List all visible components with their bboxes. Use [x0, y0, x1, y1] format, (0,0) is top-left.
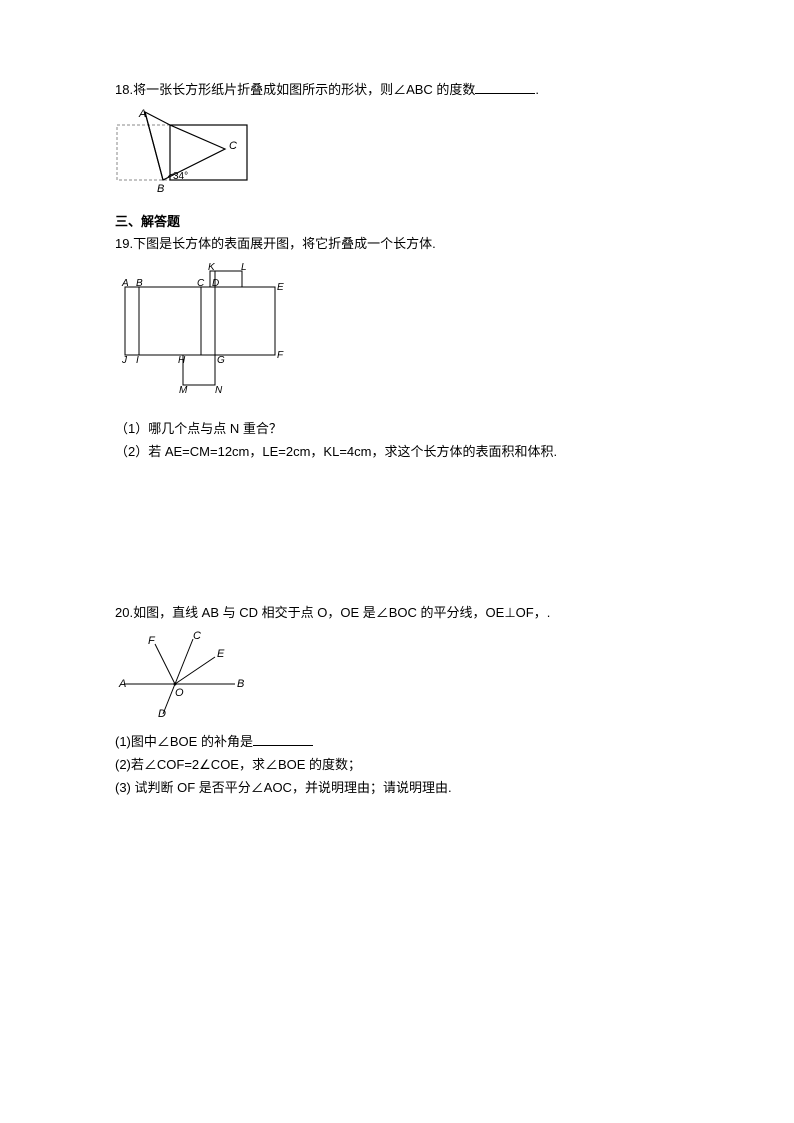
- q20-sub3: (3) 试判断 OF 是否平分∠AOC，并说明理由；请说明理由.: [115, 778, 679, 799]
- svg-text:I: I: [136, 355, 139, 366]
- q18-suffix: .: [535, 82, 539, 97]
- fig18-label-a: A: [138, 108, 146, 120]
- q19-sub2: （2）若 AE=CM=12cm，LE=2cm，KL=4cm，求这个长方体的表面积…: [115, 442, 679, 463]
- svg-text:A: A: [118, 678, 126, 690]
- q20-sub1-blank: [253, 733, 313, 746]
- q19-text: 19.下图是长方体的表面展开图，将它折叠成一个长方体.: [115, 234, 679, 255]
- svg-text:J: J: [121, 355, 128, 366]
- svg-text:E: E: [277, 282, 284, 293]
- svg-text:E: E: [217, 648, 225, 660]
- svg-text:A: A: [121, 278, 129, 289]
- figure-20: A B C D E F O: [115, 629, 679, 726]
- figure-18: A B C 34°: [115, 107, 679, 204]
- figure-19: K L A B C D E J I H G F M N: [115, 261, 679, 413]
- svg-text:M: M: [179, 385, 188, 396]
- svg-text:D: D: [158, 708, 166, 719]
- svg-text:O: O: [175, 687, 184, 699]
- svg-text:H: H: [178, 355, 186, 366]
- q18-content: 18.将一张长方形纸片折叠成如图所示的形状，则∠ABC 的度数: [115, 82, 475, 97]
- svg-text:B: B: [237, 678, 244, 690]
- q20-sub1: (1)图中∠BOE 的补角是: [115, 732, 679, 753]
- q18-blank: [475, 81, 535, 94]
- q20-sub1-text: (1)图中∠BOE 的补角是: [115, 734, 253, 749]
- q20-text: 20.如图，直线 AB 与 CD 相交于点 O，OE 是∠BOC 的平分线，OE…: [115, 603, 679, 624]
- svg-text:D: D: [212, 278, 219, 289]
- q19-sub1: （1）哪几个点与点 N 重合？: [115, 419, 679, 440]
- q20-sub2: (2)若∠COF=2∠COE，求∠BOE 的度数；: [115, 755, 679, 776]
- svg-text:C: C: [197, 278, 205, 289]
- fig18-angle-label: 34°: [173, 171, 188, 182]
- section-3-header: 三、解答题: [115, 212, 679, 233]
- svg-text:L: L: [241, 262, 247, 273]
- svg-text:F: F: [277, 350, 284, 361]
- fig18-label-c: C: [229, 140, 237, 152]
- fig18-label-b: B: [157, 183, 164, 195]
- svg-text:N: N: [215, 385, 223, 396]
- spacer: [115, 463, 679, 603]
- svg-text:C: C: [193, 630, 201, 642]
- svg-text:B: B: [136, 278, 143, 289]
- svg-text:F: F: [148, 635, 156, 647]
- svg-text:G: G: [217, 355, 225, 366]
- q18-text: 18.将一张长方形纸片折叠成如图所示的形状，则∠ABC 的度数.: [115, 80, 679, 101]
